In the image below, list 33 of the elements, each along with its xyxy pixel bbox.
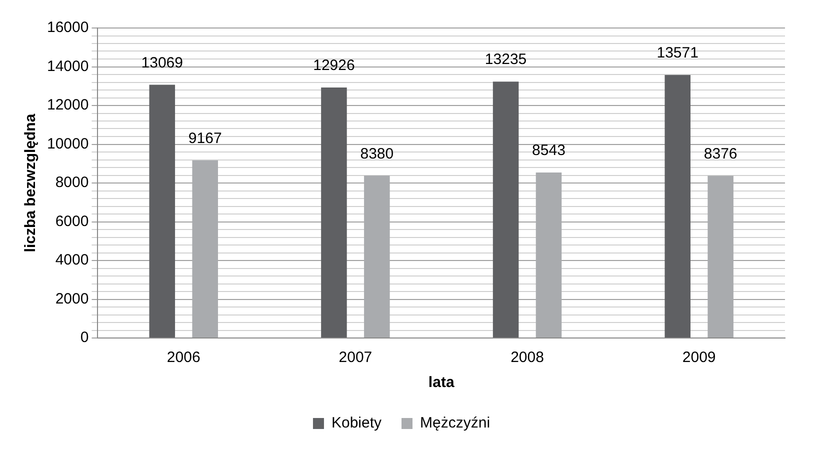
legend-label: Mężczyźni xyxy=(420,414,490,432)
data-label: 13235 xyxy=(484,51,527,68)
y-tick-label: 8000 xyxy=(55,174,89,192)
bar xyxy=(364,176,390,338)
data-label: 8376 xyxy=(704,145,738,162)
bar xyxy=(149,84,176,338)
data-label: 12926 xyxy=(313,57,355,74)
x-tick-label: 2007 xyxy=(338,349,372,366)
x-tick-label: 2006 xyxy=(166,349,200,366)
data-label: 13069 xyxy=(141,54,184,72)
bar xyxy=(708,176,734,338)
y-tick-label: 4000 xyxy=(55,252,89,269)
data-label: 13571 xyxy=(656,44,698,62)
y-tick-label: 2000 xyxy=(55,290,89,308)
bar xyxy=(192,160,218,338)
y-axis-title: liczba bezwzględna xyxy=(22,113,40,252)
y-tick-label: 10000 xyxy=(46,135,89,152)
data-label: 9167 xyxy=(188,130,222,148)
data-label: 8380 xyxy=(360,145,394,162)
x-axis-title: lata xyxy=(428,374,455,392)
y-tick-label: 0 xyxy=(80,329,89,346)
x-tick-label: 2008 xyxy=(510,349,544,366)
bar xyxy=(664,75,690,338)
data-label: 8543 xyxy=(532,142,566,160)
y-tick-label: 14000 xyxy=(46,58,89,75)
y-tick-label: 6000 xyxy=(55,212,89,230)
x-tick-label: 2009 xyxy=(682,349,716,366)
legend-label: Kobiety xyxy=(331,414,382,432)
bar xyxy=(536,172,562,338)
bar xyxy=(321,88,347,338)
y-tick-label: 16000 xyxy=(46,19,89,36)
bar xyxy=(492,82,519,338)
y-tick-label: 12000 xyxy=(46,96,89,114)
